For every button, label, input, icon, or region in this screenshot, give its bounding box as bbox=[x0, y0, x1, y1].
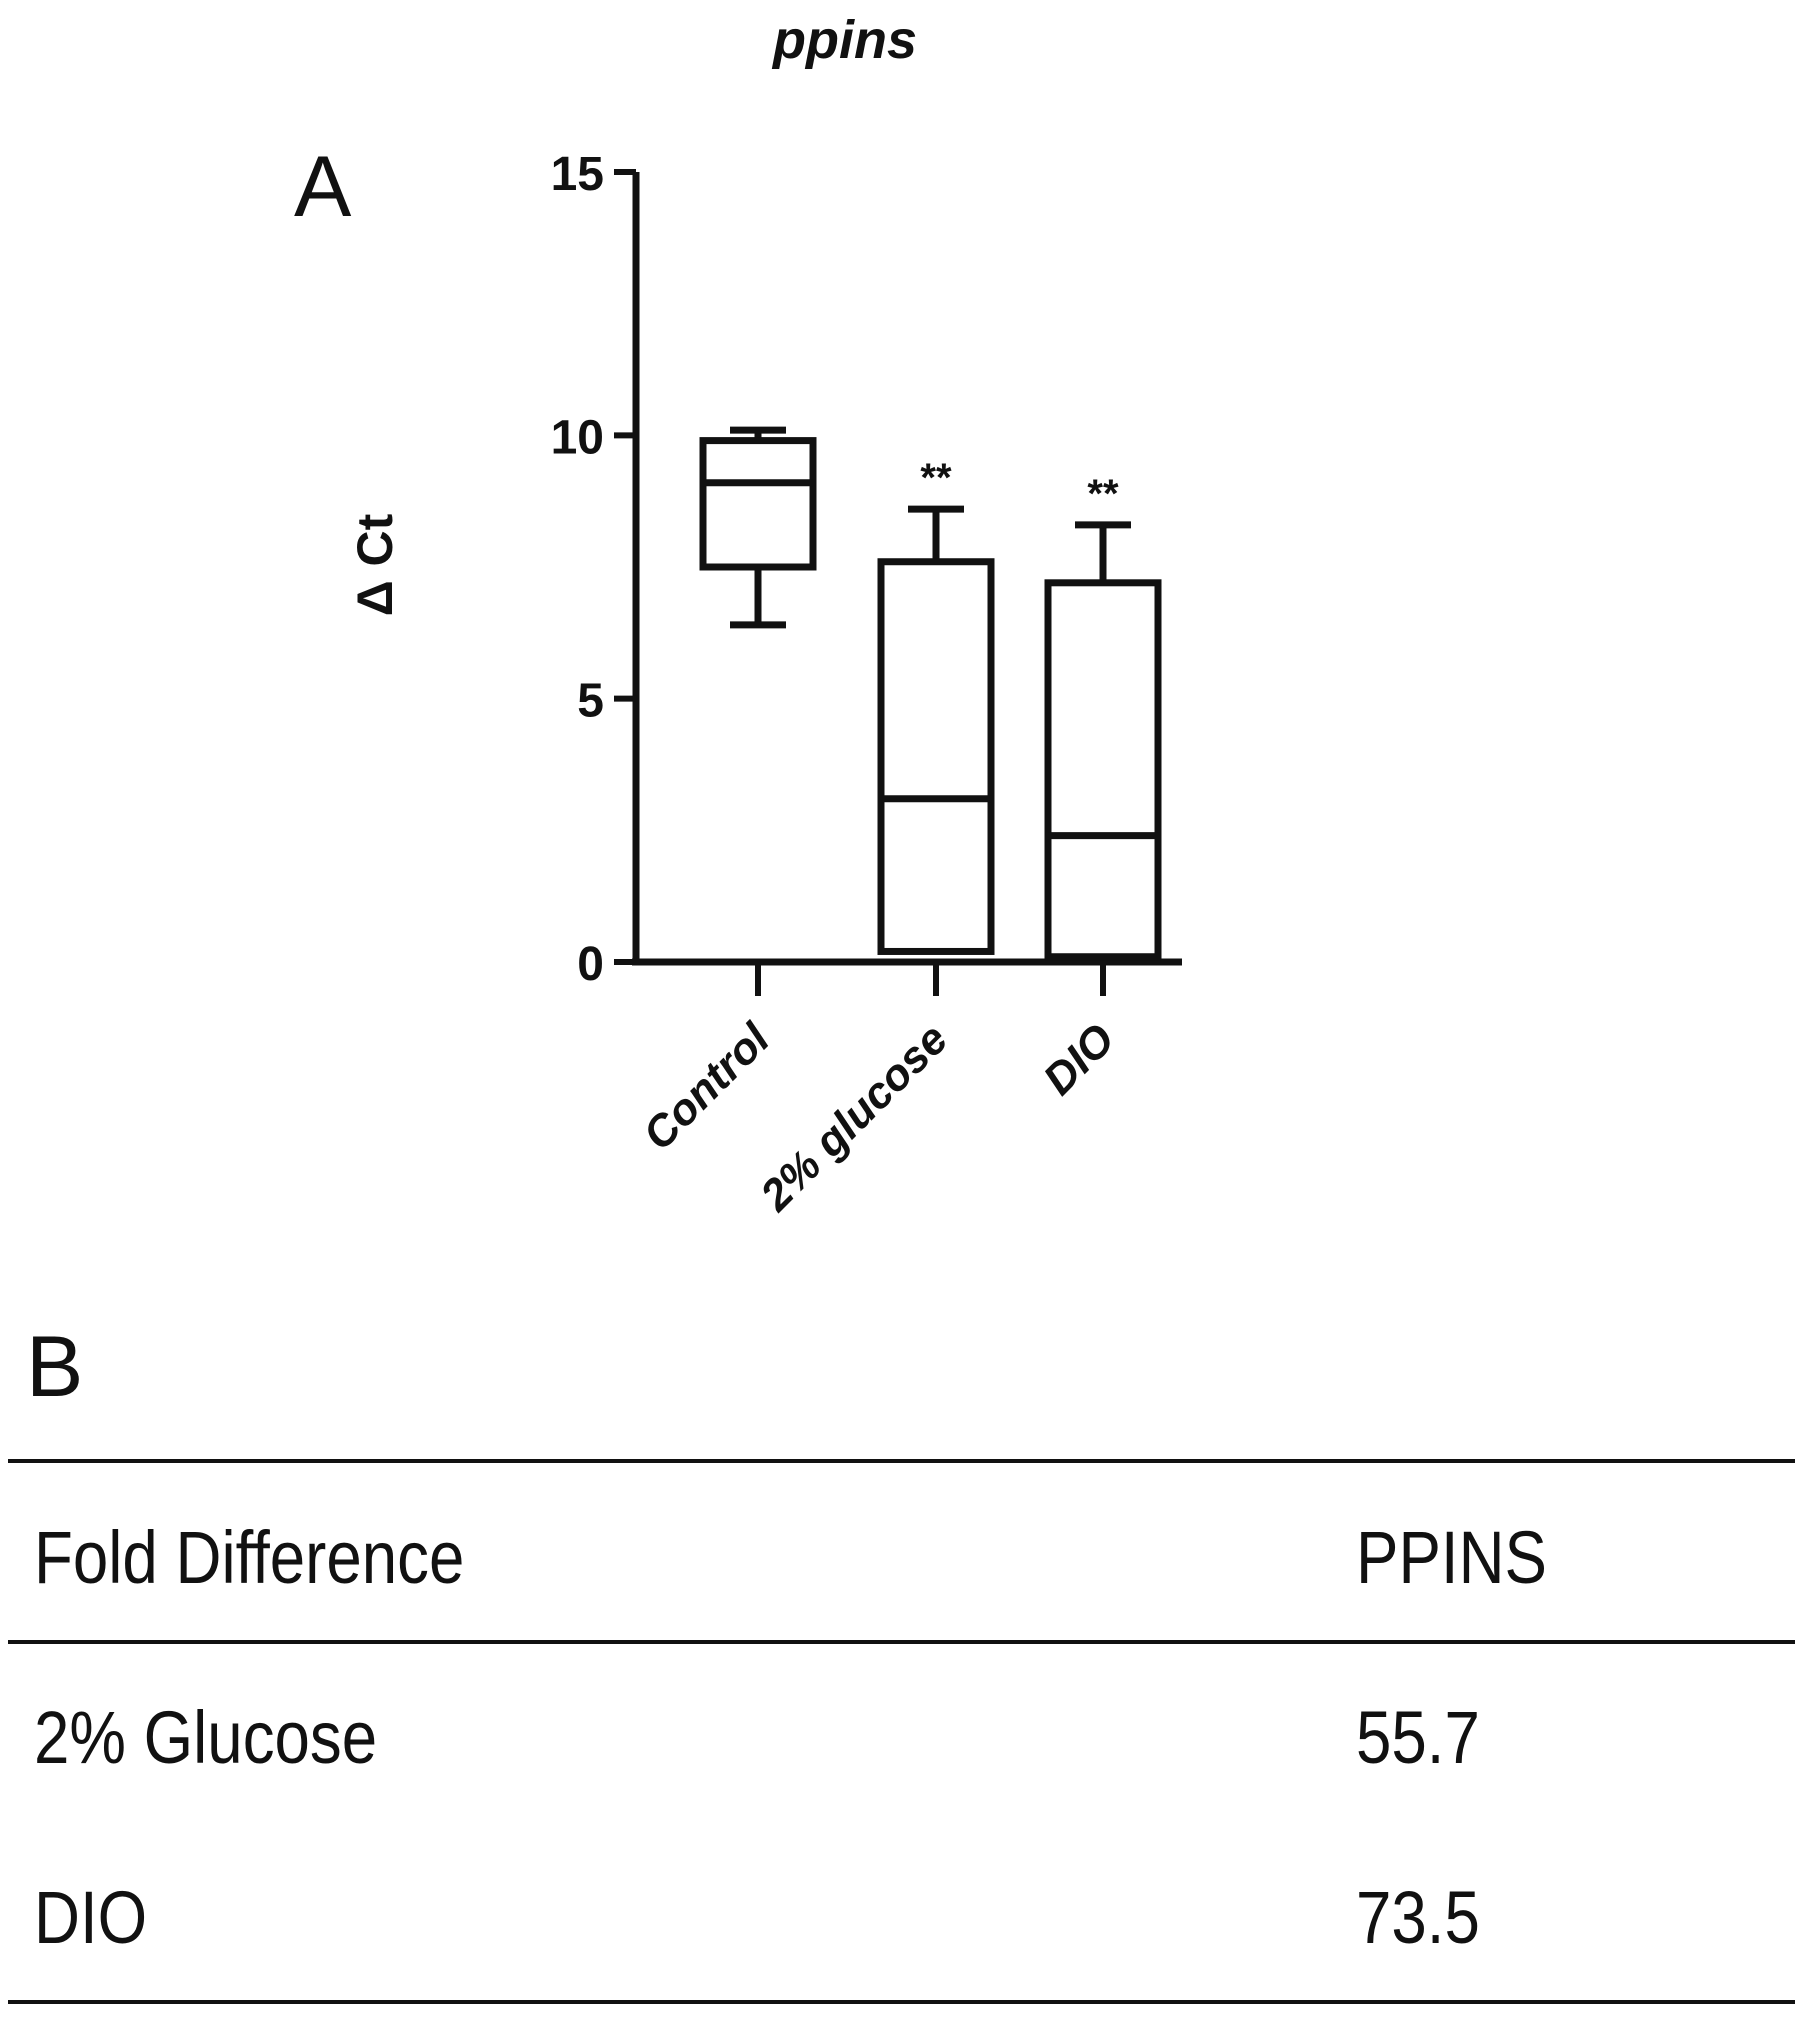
significance-marker: ** bbox=[1087, 472, 1119, 516]
panel-a-label: A bbox=[294, 139, 352, 235]
table-row-label: DIO bbox=[34, 1876, 148, 1959]
box bbox=[1044, 579, 1162, 961]
table-row-value: 55.7 bbox=[1356, 1696, 1480, 1779]
x-tick-label: DIO bbox=[1034, 1014, 1124, 1104]
table-row-value: 73.5 bbox=[1356, 1876, 1480, 1959]
y-tick-label: 0 bbox=[577, 938, 604, 991]
table-top-rule bbox=[8, 1459, 1795, 1463]
x-tick-label: 2% glucose bbox=[751, 1014, 958, 1221]
table-header-label: Fold Difference bbox=[34, 1516, 465, 1599]
box bbox=[877, 558, 995, 955]
table-bottom-rule bbox=[8, 2000, 1795, 2004]
y-tick-label: 10 bbox=[551, 411, 604, 464]
significance-marker: ** bbox=[920, 456, 952, 500]
y-axis-label: Δ Ct bbox=[347, 513, 403, 616]
box bbox=[699, 437, 817, 571]
y-tick-label: 5 bbox=[577, 675, 604, 728]
table-header-value: PPINS bbox=[1356, 1516, 1547, 1599]
chart-title: ppins bbox=[771, 10, 917, 70]
y-tick-label: 15 bbox=[551, 148, 604, 201]
table-header-rule bbox=[8, 1640, 1795, 1644]
table-row-label: 2% Glucose bbox=[34, 1696, 378, 1779]
x-tick-label: Control bbox=[634, 1014, 780, 1160]
panel-b-label: B bbox=[26, 1319, 84, 1415]
